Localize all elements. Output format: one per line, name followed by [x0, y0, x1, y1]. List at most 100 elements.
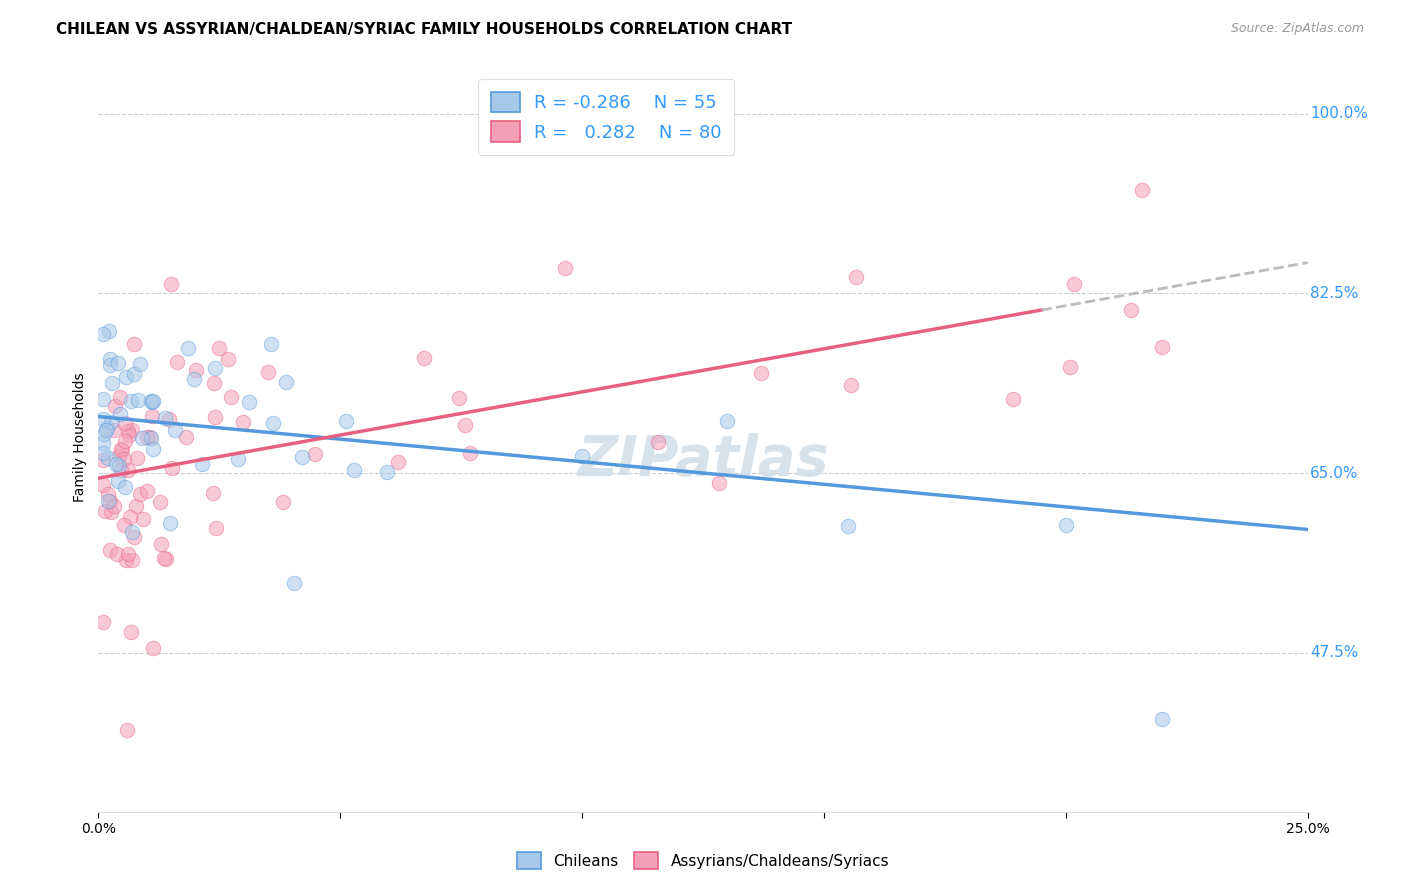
- Point: [571, 449, 593, 463]
- Point: [152, 550, 174, 565]
- Point: [112, 518, 135, 533]
- Point: [155, 410, 177, 425]
- Point: [166, 355, 188, 369]
- Point: [120, 393, 142, 408]
- Point: [132, 512, 155, 526]
- Point: [149, 494, 172, 508]
- Point: [155, 551, 177, 566]
- Point: [97, 487, 120, 501]
- Point: [103, 500, 125, 514]
- Point: [160, 461, 183, 475]
- Point: [208, 341, 231, 355]
- Point: [110, 443, 132, 458]
- Point: [105, 547, 128, 561]
- Point: [1130, 183, 1153, 197]
- Point: [1063, 277, 1085, 292]
- Point: [98, 543, 121, 558]
- Point: [232, 415, 254, 429]
- Point: [176, 341, 198, 355]
- Point: [91, 478, 114, 492]
- Point: [139, 430, 162, 444]
- Point: [304, 447, 326, 461]
- Point: [845, 269, 868, 284]
- Point: [110, 463, 132, 477]
- Point: [387, 455, 409, 469]
- Y-axis label: Family Households: Family Households: [73, 372, 87, 502]
- Point: [238, 394, 260, 409]
- Point: [103, 423, 125, 437]
- Point: [271, 495, 294, 509]
- Text: 47.5%: 47.5%: [1310, 645, 1358, 660]
- Point: [149, 537, 172, 551]
- Text: Source: ZipAtlas.com: Source: ZipAtlas.com: [1230, 22, 1364, 36]
- Point: [125, 499, 148, 513]
- Legend: Chileans, Assyrians/Chaldeans/Syriacs: Chileans, Assyrians/Chaldeans/Syriacs: [510, 846, 896, 875]
- Point: [335, 414, 357, 428]
- Point: [114, 434, 136, 449]
- Point: [104, 399, 127, 413]
- Point: [201, 486, 224, 500]
- Point: [191, 458, 214, 472]
- Point: [128, 487, 150, 501]
- Point: [104, 457, 127, 471]
- Point: [1059, 360, 1081, 375]
- Point: [110, 390, 132, 404]
- Point: [108, 458, 131, 473]
- Point: [118, 510, 141, 524]
- Point: [97, 494, 120, 508]
- Point: [458, 446, 481, 460]
- Point: [716, 414, 738, 428]
- Point: [115, 552, 138, 566]
- Point: [114, 479, 136, 493]
- Point: [749, 366, 772, 380]
- Point: [98, 324, 121, 338]
- Point: [91, 412, 114, 426]
- Point: [98, 358, 121, 372]
- Point: [707, 475, 730, 490]
- Point: [91, 436, 114, 450]
- Point: [343, 463, 366, 477]
- Point: [157, 412, 180, 426]
- Point: [184, 363, 207, 377]
- Point: [204, 409, 226, 424]
- Point: [219, 390, 242, 404]
- Point: [122, 336, 145, 351]
- Point: [121, 524, 143, 539]
- Legend: R = -0.286    N = 55, R =   0.282    N = 80: R = -0.286 N = 55, R = 0.282 N = 80: [478, 79, 734, 155]
- Point: [100, 415, 122, 429]
- Point: [256, 365, 278, 379]
- Point: [839, 378, 862, 392]
- Point: [114, 416, 136, 430]
- Point: [160, 277, 183, 292]
- Point: [183, 372, 205, 386]
- Point: [91, 326, 114, 341]
- Point: [647, 435, 669, 450]
- Point: [274, 376, 297, 390]
- Text: 100.0%: 100.0%: [1310, 106, 1368, 121]
- Point: [141, 395, 163, 409]
- Point: [127, 393, 149, 408]
- Point: [136, 430, 159, 444]
- Point: [1152, 340, 1174, 354]
- Point: [260, 337, 283, 351]
- Point: [91, 392, 114, 406]
- Point: [117, 463, 139, 477]
- Point: [91, 446, 114, 460]
- Point: [142, 641, 165, 656]
- Point: [108, 449, 131, 463]
- Point: [98, 352, 121, 367]
- Point: [107, 474, 129, 488]
- Point: [204, 360, 226, 375]
- Point: [139, 394, 162, 409]
- Point: [121, 553, 143, 567]
- Point: [120, 625, 142, 640]
- Point: [101, 376, 124, 391]
- Point: [453, 417, 475, 432]
- Point: [159, 516, 181, 530]
- Point: [135, 483, 157, 498]
- Point: [117, 723, 139, 737]
- Point: [107, 356, 129, 370]
- Point: [142, 394, 165, 409]
- Point: [122, 367, 145, 381]
- Point: [554, 260, 576, 275]
